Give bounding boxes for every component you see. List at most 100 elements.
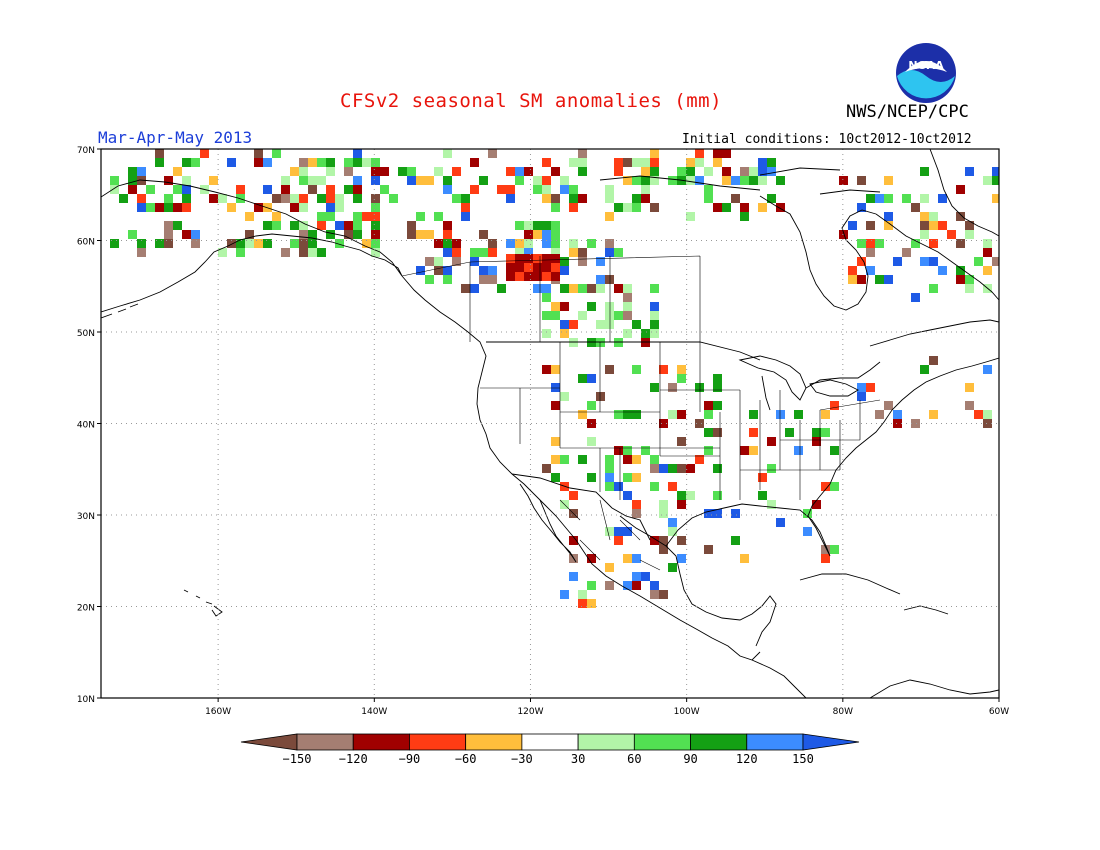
anomaly-cell <box>569 194 578 203</box>
anomaly-cell <box>695 149 704 158</box>
colorbar-label: 30 <box>571 752 585 766</box>
anomaly-cell <box>857 203 866 212</box>
anomaly-cell <box>758 158 767 167</box>
anomaly-cell <box>506 185 515 194</box>
anomaly-cell <box>560 176 569 185</box>
lat-tick-label: 70N <box>77 146 95 156</box>
anomaly-cell <box>317 212 326 221</box>
anomaly-cell <box>812 428 821 437</box>
anomaly-cell <box>569 185 578 194</box>
anomaly-cell <box>758 167 767 176</box>
anomaly-cell <box>146 203 155 212</box>
anomaly-cell <box>677 365 686 374</box>
anomaly-cell <box>803 509 812 518</box>
central-america <box>751 659 807 698</box>
anomaly-cell <box>560 185 569 194</box>
gulf-coastline <box>619 515 777 647</box>
anomaly-cell <box>308 239 317 248</box>
anomaly-cell <box>371 230 380 239</box>
anomaly-cell <box>380 167 389 176</box>
anomaly-cell <box>677 374 686 383</box>
anomaly-cell <box>632 194 641 203</box>
anomaly-cell <box>623 158 632 167</box>
anomaly-cell <box>281 194 290 203</box>
anomaly-cell <box>578 410 587 419</box>
anomaly-cell <box>488 149 497 158</box>
anomaly-cell <box>731 194 740 203</box>
anomaly-cell <box>668 464 677 473</box>
anomaly-cell <box>506 272 515 281</box>
anomaly-cell <box>605 527 614 536</box>
anomaly-cell <box>857 239 866 248</box>
anomaly-cell <box>308 230 317 239</box>
anomaly-cell <box>470 284 479 293</box>
anomaly-cell <box>758 203 767 212</box>
anomaly-cell <box>632 500 641 509</box>
anomaly-cell <box>299 239 308 248</box>
anomaly-cell <box>884 212 893 221</box>
anomaly-cell <box>623 302 632 311</box>
anomaly-cell <box>650 149 659 158</box>
anomaly-cell <box>920 230 929 239</box>
anomaly-cell <box>452 239 461 248</box>
anomaly-cell <box>524 221 533 230</box>
anomaly-cell <box>821 545 830 554</box>
anomaly-cell <box>830 482 839 491</box>
anomaly-cell <box>722 149 731 158</box>
anomaly-cell <box>983 176 992 185</box>
anomaly-cell <box>866 221 875 230</box>
anomaly-cell <box>587 437 596 446</box>
anomaly-cell <box>317 158 326 167</box>
anomaly-cell <box>605 248 614 257</box>
anomaly-cell <box>155 158 164 167</box>
anomaly-cell <box>650 176 659 185</box>
anomaly-cell <box>884 176 893 185</box>
anomaly-cell <box>434 212 443 221</box>
anomaly-cell <box>758 491 767 500</box>
anomaly-cell <box>344 230 353 239</box>
anomaly-cell <box>515 254 524 263</box>
anomaly-cell <box>182 203 191 212</box>
anomaly-cell <box>524 239 533 248</box>
anomaly-cell <box>587 338 596 347</box>
anomaly-cell <box>776 203 785 212</box>
anomaly-cell <box>137 167 146 176</box>
anomaly-cell <box>344 158 353 167</box>
anomaly-cell <box>857 383 866 392</box>
anomaly-cell <box>191 230 200 239</box>
anomaly-cell <box>542 221 551 230</box>
anomaly-cell <box>857 275 866 284</box>
anomaly-cell <box>461 284 470 293</box>
anomaly-cell <box>164 194 173 203</box>
anomaly-cell <box>992 176 999 185</box>
anomaly-cell <box>749 446 758 455</box>
anomaly-cell <box>560 302 569 311</box>
anomaly-cell <box>272 221 281 230</box>
anomaly-cell <box>551 437 560 446</box>
anomaly-cell <box>830 401 839 410</box>
anomaly-cell <box>686 158 695 167</box>
great-lakes <box>738 355 859 411</box>
anomaly-cell <box>713 428 722 437</box>
anomaly-cell <box>173 203 182 212</box>
anomaly-cell <box>371 158 380 167</box>
map-title: CFSv2 seasonal SM anomalies (mm) <box>340 90 723 112</box>
anomaly-cell <box>362 212 371 221</box>
anomaly-cell <box>137 248 146 257</box>
anomaly-cell <box>605 365 614 374</box>
anomaly-cell <box>353 176 362 185</box>
anomaly-cell <box>884 401 893 410</box>
anomaly-cell <box>614 527 623 536</box>
anomaly-cell <box>173 185 182 194</box>
anomaly-cell <box>578 599 587 608</box>
anomaly-cell <box>479 248 488 257</box>
anomaly-cell <box>614 203 623 212</box>
anomaly-cell <box>308 248 317 257</box>
anomaly-cell <box>677 437 686 446</box>
anomaly-cell <box>920 194 929 203</box>
anomaly-cell <box>371 239 380 248</box>
anomaly-cell <box>443 275 452 284</box>
anomaly-cell <box>992 167 999 176</box>
anomaly-cell <box>470 248 479 257</box>
colorbar-segment <box>409 733 467 751</box>
